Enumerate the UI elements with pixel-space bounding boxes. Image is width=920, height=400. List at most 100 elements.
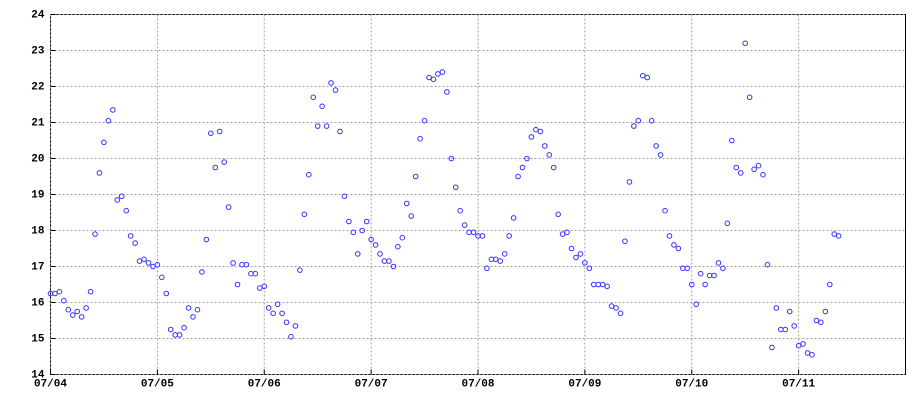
point: [297, 267, 303, 273]
point: [604, 283, 610, 290]
point: [194, 306, 201, 313]
y-tick-label: 21: [31, 117, 45, 129]
point: [822, 308, 829, 315]
point: [470, 229, 477, 236]
point: [662, 207, 668, 214]
point: [746, 94, 753, 101]
point: [412, 173, 419, 180]
point: [510, 215, 517, 221]
point: [163, 290, 170, 297]
point: [506, 233, 512, 239]
point: [626, 179, 633, 185]
point: [314, 123, 321, 129]
point: [778, 326, 784, 333]
point: [635, 117, 642, 124]
point: [648, 117, 655, 124]
y-tick-label: 16: [31, 297, 44, 309]
point: [448, 155, 455, 162]
point: [114, 197, 121, 203]
point: [274, 301, 281, 308]
point: [693, 301, 700, 308]
point: [764, 261, 771, 268]
point: [123, 207, 130, 214]
point: [190, 314, 196, 320]
point: [221, 159, 227, 165]
point: [568, 245, 575, 252]
point: [493, 256, 499, 263]
point: [813, 317, 820, 324]
point: [310, 94, 317, 101]
point: [595, 281, 602, 288]
point: [653, 143, 659, 149]
point: [234, 281, 241, 288]
point: [417, 135, 423, 142]
point: [657, 152, 664, 158]
point: [172, 332, 178, 338]
point: [533, 126, 539, 133]
point: [368, 236, 374, 243]
point: [528, 134, 535, 140]
point: [795, 342, 802, 349]
y-tick-label: 17: [31, 261, 44, 273]
point: [118, 193, 125, 200]
point: [421, 117, 428, 124]
point: [199, 269, 205, 275]
point: [167, 326, 174, 333]
point: [386, 258, 392, 264]
point: [243, 261, 250, 268]
point: [755, 162, 762, 169]
point: [613, 305, 619, 311]
point: [69, 312, 76, 318]
point: [617, 310, 624, 317]
point: [337, 128, 343, 135]
point: [688, 281, 695, 288]
point: [608, 303, 615, 309]
point: [430, 76, 437, 83]
point: [87, 288, 94, 295]
point: [78, 314, 85, 320]
point: [346, 218, 352, 225]
x-tick-label: 07/10: [675, 378, 708, 390]
point: [466, 229, 472, 236]
point: [279, 310, 285, 317]
point: [328, 80, 334, 86]
x-tick-label: 07/05: [141, 378, 174, 390]
y-tick-label: 14: [31, 369, 45, 381]
y-tick-label: 20: [31, 153, 44, 165]
point: [515, 173, 521, 180]
point: [497, 258, 504, 264]
point: [488, 256, 495, 263]
point: [675, 245, 682, 252]
point: [457, 207, 463, 214]
point: [501, 251, 508, 257]
point: [751, 166, 757, 173]
point: [301, 211, 308, 218]
point: [323, 123, 330, 129]
point: [546, 152, 553, 158]
point: [639, 72, 646, 79]
point: [537, 128, 544, 135]
point: [110, 107, 116, 113]
point: [519, 164, 526, 171]
point: [132, 240, 138, 246]
point: [452, 184, 459, 191]
point: [159, 274, 165, 281]
point: [818, 319, 824, 326]
point: [292, 323, 299, 329]
point: [550, 164, 557, 171]
point: [715, 260, 722, 266]
point: [154, 261, 161, 268]
point: [203, 236, 210, 243]
point: [742, 40, 748, 47]
point: [524, 155, 530, 162]
point: [390, 263, 397, 270]
point: [208, 130, 214, 137]
point: [225, 204, 232, 210]
point: [395, 243, 401, 250]
point: [65, 306, 72, 313]
point: [74, 308, 81, 315]
point: [377, 251, 383, 257]
point: [582, 260, 588, 266]
x-tick-label: 07/11: [782, 378, 815, 390]
